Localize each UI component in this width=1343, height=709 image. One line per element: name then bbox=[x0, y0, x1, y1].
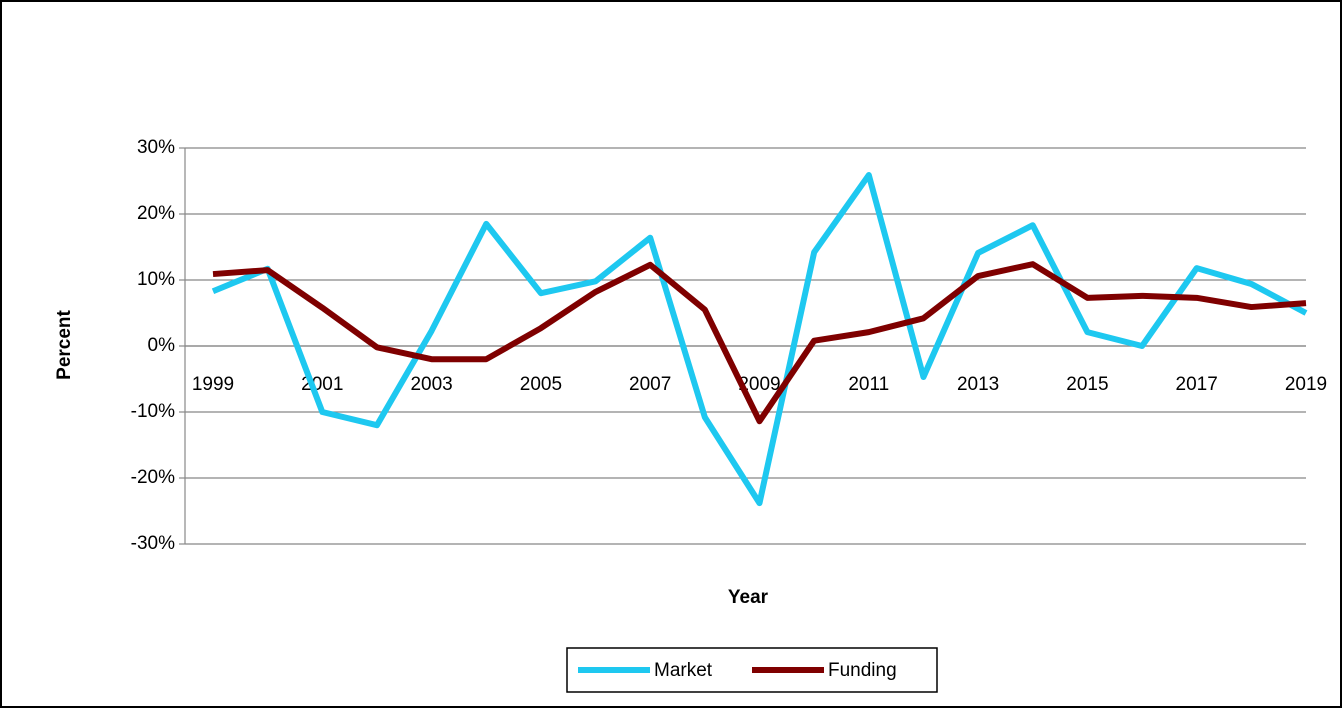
x-tick-label: 2009 bbox=[738, 374, 780, 395]
y-tick-label: 30% bbox=[137, 137, 175, 158]
x-tick-label: 1999 bbox=[192, 374, 234, 395]
y-tick-label: 20% bbox=[137, 203, 175, 224]
x-tick-label: 2015 bbox=[1066, 374, 1108, 395]
x-tick-label: 2005 bbox=[520, 374, 562, 395]
x-tick-label: 2007 bbox=[629, 374, 671, 395]
legend-label: Funding bbox=[828, 660, 897, 681]
x-tick-label: 2013 bbox=[957, 374, 999, 395]
legend-label: Market bbox=[654, 660, 713, 681]
x-tick-label: 2017 bbox=[1176, 374, 1218, 395]
y-tick-label: 10% bbox=[137, 269, 175, 290]
y-tick-label: -10% bbox=[131, 401, 175, 422]
x-axis-title: Year bbox=[728, 587, 769, 608]
y-tick-label: 0% bbox=[148, 335, 176, 356]
x-tick-label: 2011 bbox=[848, 374, 889, 395]
x-tick-label: 2019 bbox=[1285, 374, 1327, 395]
series-line bbox=[212, 261, 1307, 425]
y-tick-label: -20% bbox=[131, 467, 175, 488]
series-line bbox=[211, 172, 1308, 507]
y-tick-label: -30% bbox=[131, 533, 175, 554]
y-axis-title: Percent bbox=[54, 309, 75, 379]
x-tick-label: 2003 bbox=[410, 374, 452, 395]
